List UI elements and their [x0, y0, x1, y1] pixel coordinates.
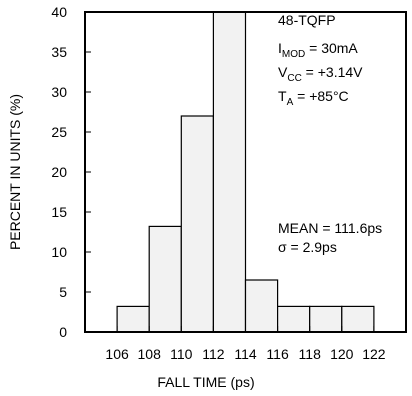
- y-tick-label-25: 25: [51, 124, 67, 140]
- x-tick-label-122: 122: [362, 346, 386, 362]
- ta-annotation: TA = +85°C: [278, 88, 349, 108]
- x-tick-label-120: 120: [330, 346, 354, 362]
- y-tick-label-10: 10: [51, 244, 67, 260]
- histogram-bar-116-118: [277, 305, 311, 333]
- y-tick-label-40: 40: [51, 4, 67, 20]
- histogram-bar-108-110: [148, 225, 182, 333]
- bars-layer: [116, 11, 375, 333]
- x-tick-label-112: 112: [202, 346, 225, 362]
- y-tick-label-20: 20: [51, 164, 67, 180]
- x-tick-label-106: 106: [105, 346, 129, 362]
- y-tick-label-0: 0: [59, 324, 67, 340]
- x-axis-label: FALL TIME (ps): [157, 374, 254, 390]
- histogram-bar-112-114: [212, 11, 247, 333]
- y-tick-label-30: 30: [51, 84, 67, 100]
- vcc-annotation: VCC = +3.14V: [278, 64, 363, 84]
- histogram-bar-118-120: [309, 305, 343, 333]
- x-tick-label-110: 110: [170, 346, 193, 362]
- x-ticks: 106 108 110 112 114 116 118 120 122: [105, 326, 386, 362]
- package-annotation: 48-TQFP: [278, 12, 336, 28]
- y-tick-label-35: 35: [51, 44, 67, 60]
- histogram-bar-114-116: [244, 279, 279, 333]
- imod-annotation: IMOD = 30mA: [278, 40, 358, 60]
- x-tick-label-108: 108: [138, 346, 162, 362]
- y-tick-label-15: 15: [51, 204, 67, 220]
- histogram-bar-110-112: [180, 115, 215, 333]
- x-tick-label-116: 116: [266, 346, 289, 362]
- x-tick-label-118: 118: [299, 346, 322, 362]
- mean-annotation: MEAN = 111.6ps: [278, 220, 382, 236]
- y-ticks: 0 5 10 15 20 25 30 35 40: [51, 4, 91, 340]
- sigma-annotation: σ = 2.9ps: [278, 239, 337, 255]
- y-axis-label: PERCENT IN UNITS (%): [7, 94, 23, 250]
- histogram-bar-120-122: [341, 305, 375, 333]
- y-tick-label-5: 5: [59, 284, 67, 300]
- x-tick-label-114: 114: [234, 346, 257, 362]
- histogram-bar-106-108: [116, 305, 150, 333]
